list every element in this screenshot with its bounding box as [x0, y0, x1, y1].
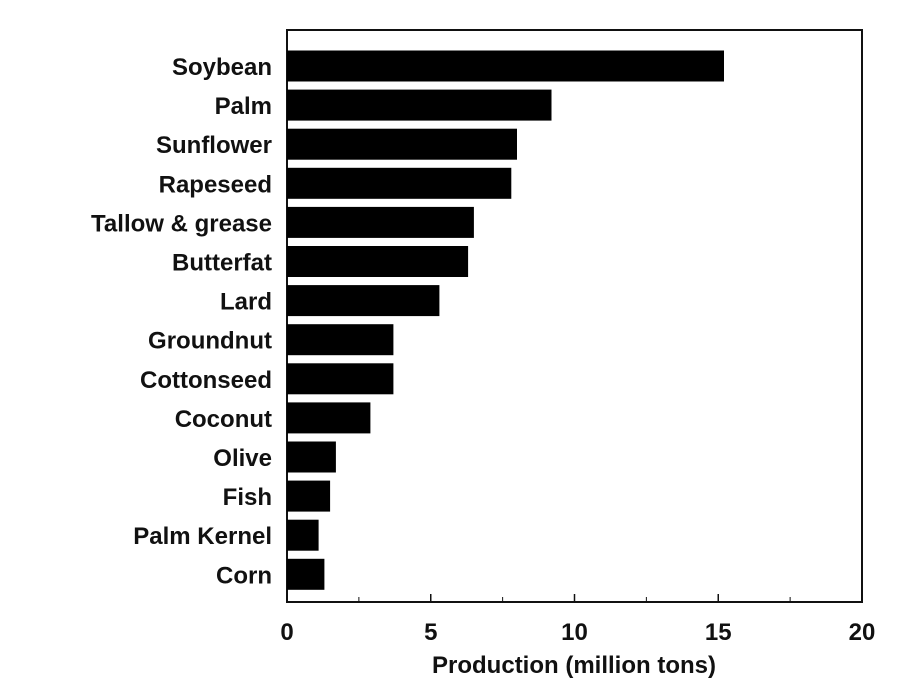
x-tick-label-0: 0	[280, 619, 293, 646]
bar-groundnut	[287, 324, 394, 356]
bar-corn	[287, 558, 325, 590]
bar-soybean	[287, 50, 724, 82]
bar-coconut	[287, 402, 371, 434]
category-label-soybean: Soybean	[172, 54, 272, 81]
category-label-corn: Corn	[216, 562, 272, 589]
x-axis-ticks	[286, 594, 863, 602]
bar-fish	[287, 480, 331, 512]
bar-lard	[287, 285, 440, 317]
category-label-butterfat: Butterfat	[172, 250, 272, 277]
bar-palm	[287, 89, 552, 121]
category-label-tallow-and-grease: Tallow & grease	[91, 210, 272, 237]
x-tick-label-20: 20	[849, 619, 876, 646]
x-tick-label-15: 15	[705, 619, 732, 646]
category-label-sunflower: Sunflower	[156, 132, 272, 159]
category-label-coconut: Coconut	[175, 406, 272, 433]
category-label-lard: Lard	[220, 289, 272, 316]
bar-rapeseed	[287, 167, 512, 199]
bar-tallow-and-grease	[287, 206, 474, 238]
bars	[287, 50, 724, 590]
category-label-palm: Palm	[215, 93, 272, 120]
bar-palm-kernel	[287, 519, 319, 551]
bar-butterfat	[287, 246, 469, 277]
category-label-fish: Fish	[223, 484, 272, 511]
category-labels: Soybean Palm Sunflower Rapeseed Tallow & gre…	[91, 54, 272, 589]
category-label-olive: Olive	[213, 445, 272, 472]
x-tick-label-10: 10	[561, 619, 588, 646]
category-label-cottonseed: Cottonseed	[140, 367, 272, 394]
x-axis-tick-labels: 0 5 10 15 20	[280, 619, 875, 646]
bar-cottonseed	[287, 363, 394, 395]
bar-sunflower	[287, 128, 517, 160]
bar-olive	[287, 441, 336, 473]
x-tick-label-5: 5	[424, 619, 437, 646]
category-label-palm-kernel: Palm Kernel	[133, 523, 272, 550]
category-label-groundnut: Groundnut	[148, 328, 272, 355]
x-axis-title: Production (million tons)	[432, 652, 716, 679]
category-label-rapeseed: Rapeseed	[159, 171, 272, 198]
